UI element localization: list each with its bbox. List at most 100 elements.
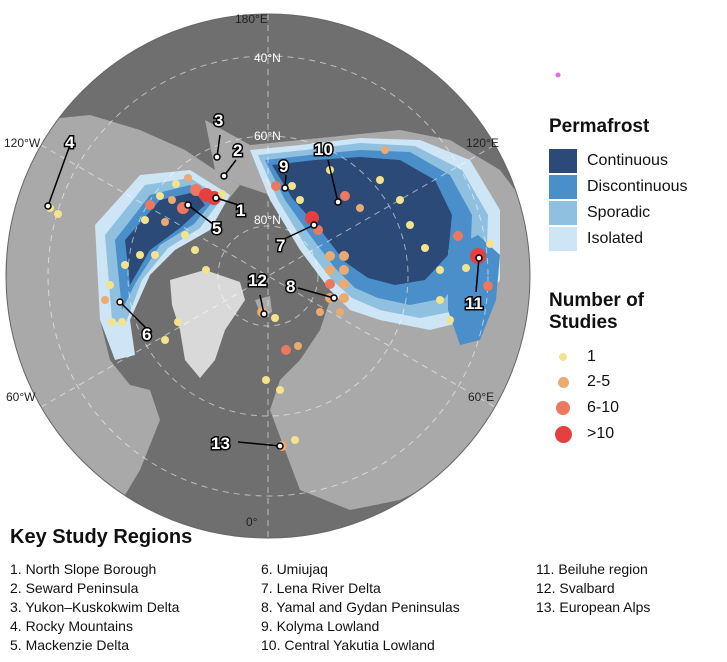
regions-column-1: 1. North Slope Borough 2. Seward Peninsu…: [10, 560, 179, 655]
callout-point: [475, 254, 483, 262]
callout-line: [297, 287, 335, 299]
study-marker: [218, 190, 226, 198]
lon-label-top: 180°E: [235, 12, 268, 26]
legend-label: Discontinuous: [587, 178, 688, 195]
callout-line: [475, 257, 480, 293]
study-marker: [325, 251, 335, 261]
swatch-discontinuous: [549, 175, 577, 199]
region-item: 6. Umiujaq: [261, 561, 328, 577]
study-marker: [54, 210, 62, 218]
study-marker: [453, 231, 463, 241]
study-marker: [161, 218, 169, 226]
study-marker: [174, 318, 182, 326]
study-marker: [483, 281, 493, 291]
region-item: 7. Lena River Delta: [261, 580, 381, 596]
callout-point: [184, 201, 192, 209]
callout-label-4: 4: [65, 133, 75, 152]
legend-label: Continuous: [587, 152, 668, 169]
legend-item-studies-2-5: 2-5: [549, 371, 610, 393]
study-marker: [325, 265, 335, 275]
region-item: 9. Kolyma Lowland: [261, 618, 380, 634]
callout-label-13: 13: [211, 434, 230, 453]
study-dot-xlarge: [554, 425, 572, 443]
callout-line: [237, 441, 281, 447]
callout-label-6: 6: [142, 325, 151, 344]
study-marker: [421, 244, 429, 252]
legend-item-sporadic: Sporadic: [549, 200, 650, 226]
region-item: 11. Beiluhe region: [536, 561, 648, 577]
study-marker: [340, 191, 350, 201]
callout-label-2: 2: [233, 141, 242, 160]
callout-point: [212, 194, 220, 202]
study-marker: [136, 251, 144, 259]
globe-outline: [5, 13, 531, 539]
study-marker: [161, 336, 169, 344]
callout-line: [215, 197, 243, 207]
study-marker: [339, 279, 349, 289]
study-marker: [296, 196, 304, 204]
study-marker: [262, 376, 270, 384]
study-marker: [271, 314, 279, 322]
callout-label-5: 5: [212, 219, 221, 238]
study-marker: [446, 316, 454, 324]
stray-marker: [555, 72, 561, 78]
study-marker: [101, 296, 109, 304]
study-marker: [376, 176, 384, 184]
regions-column-2: 6. Umiujaq 7. Lena River Delta 8. Yamal …: [261, 560, 460, 655]
lon-label-lower-left: 60°W: [6, 390, 36, 404]
study-marker: [406, 221, 414, 229]
callout-line: [47, 144, 71, 207]
legend-item-continuous: Continuous: [549, 148, 668, 174]
legend-label: Sporadic: [587, 204, 651, 221]
greenland-land: [170, 270, 245, 378]
study-marker: [288, 182, 296, 190]
studies-legend-title-line2: Studies: [549, 312, 618, 333]
legend-label: 6-10: [587, 399, 620, 416]
region-item: 8. Yamal and Gydan Peninsulas: [261, 599, 460, 615]
study-markers: [46, 146, 494, 451]
study-marker: [118, 318, 126, 326]
swatch-isolated: [549, 227, 577, 251]
study-marker: [271, 181, 281, 191]
studies-legend-title-line1: Number of: [549, 290, 644, 311]
key-regions-title: Key Study Regions: [10, 526, 193, 548]
study-marker: [156, 192, 164, 200]
callout-label-8: 8: [286, 277, 295, 296]
callout-line: [119, 301, 149, 331]
study-marker: [202, 266, 210, 274]
study-marker: [462, 264, 470, 272]
callout-label-12: 12: [248, 271, 267, 290]
continuous-zone-eurasia: [272, 157, 452, 285]
permafrost-legend-title: Permafrost: [549, 116, 650, 137]
landmasses: [6, 115, 530, 538]
study-marker: [336, 308, 344, 316]
study-marker: [436, 296, 444, 304]
study-marker: [181, 231, 189, 239]
study-marker: [281, 345, 291, 355]
legend-item-isolated: Isolated: [549, 226, 643, 252]
callout-labels: 1 2 3 4 5 6 7 8 9 10 11 12 13: [64, 110, 485, 455]
study-marker: [106, 281, 114, 289]
study-marker: [294, 342, 302, 350]
marker-group-siberia: [271, 146, 444, 274]
study-marker: [339, 293, 349, 303]
callout-point: [330, 294, 338, 302]
study-marker: [121, 261, 129, 269]
callout-point: [213, 153, 221, 161]
callout-point: [116, 298, 124, 306]
study-marker: [184, 174, 192, 182]
legend-item-studies-6-10: 6-10: [549, 397, 619, 419]
tibet-permafrost: [448, 235, 500, 345]
lat-circle-40: [47, 55, 489, 497]
legend-label: 2-5: [587, 373, 611, 390]
callout-point: [260, 310, 268, 318]
callout-line: [281, 224, 315, 241]
study-dot-large: [556, 401, 570, 415]
marker-group-alaska: [141, 174, 226, 226]
study-marker: [190, 184, 202, 196]
region-item: 2. Seward Peninsula: [10, 580, 139, 596]
region-item: 13. European Alps: [536, 599, 651, 615]
legend-item-discontinuous: Discontinuous: [549, 174, 688, 200]
